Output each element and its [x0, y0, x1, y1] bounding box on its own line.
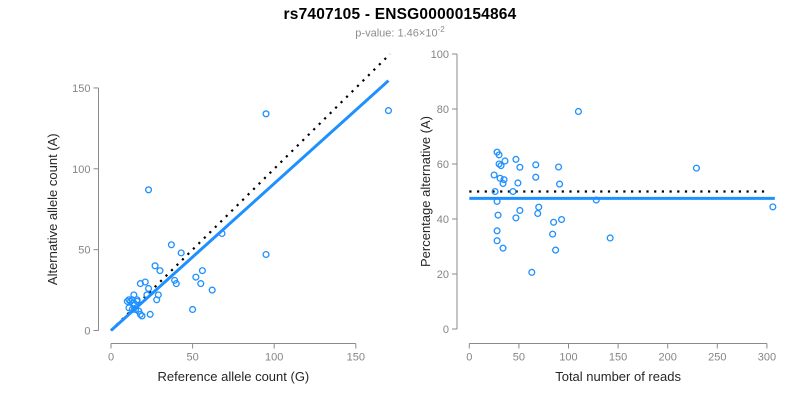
y-tick-label: 60 — [437, 159, 449, 171]
y-tick-label: 100 — [72, 164, 90, 176]
data-point — [151, 262, 159, 270]
data-point — [606, 234, 614, 242]
y-axis-title: Percentage alternative (A) — [418, 116, 433, 267]
data-point — [156, 267, 164, 275]
data-point — [501, 157, 509, 165]
regression-line — [109, 79, 390, 332]
p-value-subtitle: p-value: 1.46×10-2 — [0, 25, 800, 40]
data-point — [133, 297, 141, 305]
data-point — [177, 249, 185, 257]
data-point — [198, 267, 206, 275]
data-point — [493, 237, 501, 245]
data-point — [497, 162, 505, 170]
y-tick-label: 0 — [84, 326, 90, 338]
identity-line — [110, 53, 391, 332]
chart-title: rs7407105 - ENSG00000154864 — [283, 6, 517, 23]
data-point — [493, 227, 501, 235]
data-point — [172, 280, 180, 288]
y-tick-label: 80 — [437, 104, 449, 116]
data-point — [262, 110, 270, 118]
data-point — [555, 163, 563, 171]
data-point — [550, 218, 558, 226]
data-point — [528, 268, 536, 276]
data-point — [197, 280, 205, 288]
x-tick-label: 0 — [108, 352, 114, 364]
p-value-text: p-value: 1.46×10 — [355, 27, 438, 40]
data-point — [769, 203, 777, 211]
x-tick-label: 200 — [659, 352, 677, 364]
data-point — [574, 107, 582, 116]
data-point — [494, 211, 502, 219]
data-point — [534, 209, 542, 218]
x-tick-label: 100 — [265, 352, 283, 364]
data-point — [509, 187, 517, 196]
data-point — [153, 296, 161, 304]
x-tick-label: 300 — [758, 352, 776, 364]
data-point — [556, 180, 564, 188]
y-tick-label: 50 — [78, 245, 90, 257]
x-axis-title: Reference allele count (G) — [158, 369, 310, 384]
data-point — [208, 286, 216, 294]
data-point — [123, 297, 131, 305]
y-tick-label: 20 — [437, 269, 449, 281]
data-point — [535, 203, 543, 211]
data-point — [549, 230, 557, 238]
data-point — [128, 305, 136, 314]
figure-header: rs7407105 - ENSG00000154864 p-value: 1.4… — [0, 6, 800, 40]
data-point — [167, 241, 175, 249]
data-point — [146, 310, 154, 318]
data-point — [552, 246, 560, 254]
data-point — [499, 179, 507, 188]
data-point — [262, 250, 270, 259]
data-point — [141, 278, 149, 286]
data-point — [136, 310, 144, 318]
data-point — [496, 174, 504, 182]
data-point — [384, 107, 392, 115]
plot-percentage-vs-reads: 0 20 40 60 80 100 0 50 100 150 200 250 300 Total numb… — [418, 49, 777, 384]
y-tick-label: 0 — [443, 324, 449, 336]
data-point — [512, 214, 520, 222]
data-point — [144, 186, 153, 194]
x-tick-label: 50 — [186, 352, 198, 364]
data-point — [192, 273, 200, 281]
data-point — [495, 160, 503, 168]
data-point — [144, 284, 153, 293]
x-tick-label: 150 — [347, 352, 365, 364]
data-point — [512, 155, 520, 163]
data-point — [514, 179, 522, 187]
x-tick-label: 50 — [513, 352, 525, 364]
data-point — [516, 206, 524, 215]
data-point — [692, 164, 701, 172]
y-axis-title: Alternative allele count (A) — [45, 133, 60, 285]
data-point — [218, 229, 226, 238]
data-point — [143, 291, 151, 299]
y-tick-label: 40 — [437, 214, 449, 226]
data-point — [138, 312, 146, 320]
data-point — [491, 187, 499, 196]
data-point — [493, 148, 501, 156]
x-tick-label: 250 — [708, 352, 726, 364]
data-point — [189, 305, 197, 314]
data-point — [125, 296, 133, 304]
data-point — [592, 196, 600, 204]
data-point — [499, 244, 507, 252]
x-tick-label: 150 — [609, 352, 627, 364]
data-point — [500, 176, 508, 184]
plot-allele-counts: 0 50 100 150 0 50 100 150 Reference allele count… — [45, 53, 392, 384]
data-point — [558, 216, 566, 224]
data-point — [532, 161, 540, 169]
x-axis-title: Total number of reads — [555, 369, 681, 384]
y-tick-label: 150 — [72, 83, 90, 95]
data-point — [493, 197, 501, 205]
x-tick-label: 100 — [559, 352, 577, 364]
data-point — [490, 171, 498, 179]
data-point — [532, 173, 540, 181]
data-point — [516, 163, 524, 171]
p-value-exponent: -2 — [437, 25, 445, 34]
x-tick-label: 0 — [466, 352, 472, 364]
y-tick-label: 100 — [431, 49, 449, 61]
